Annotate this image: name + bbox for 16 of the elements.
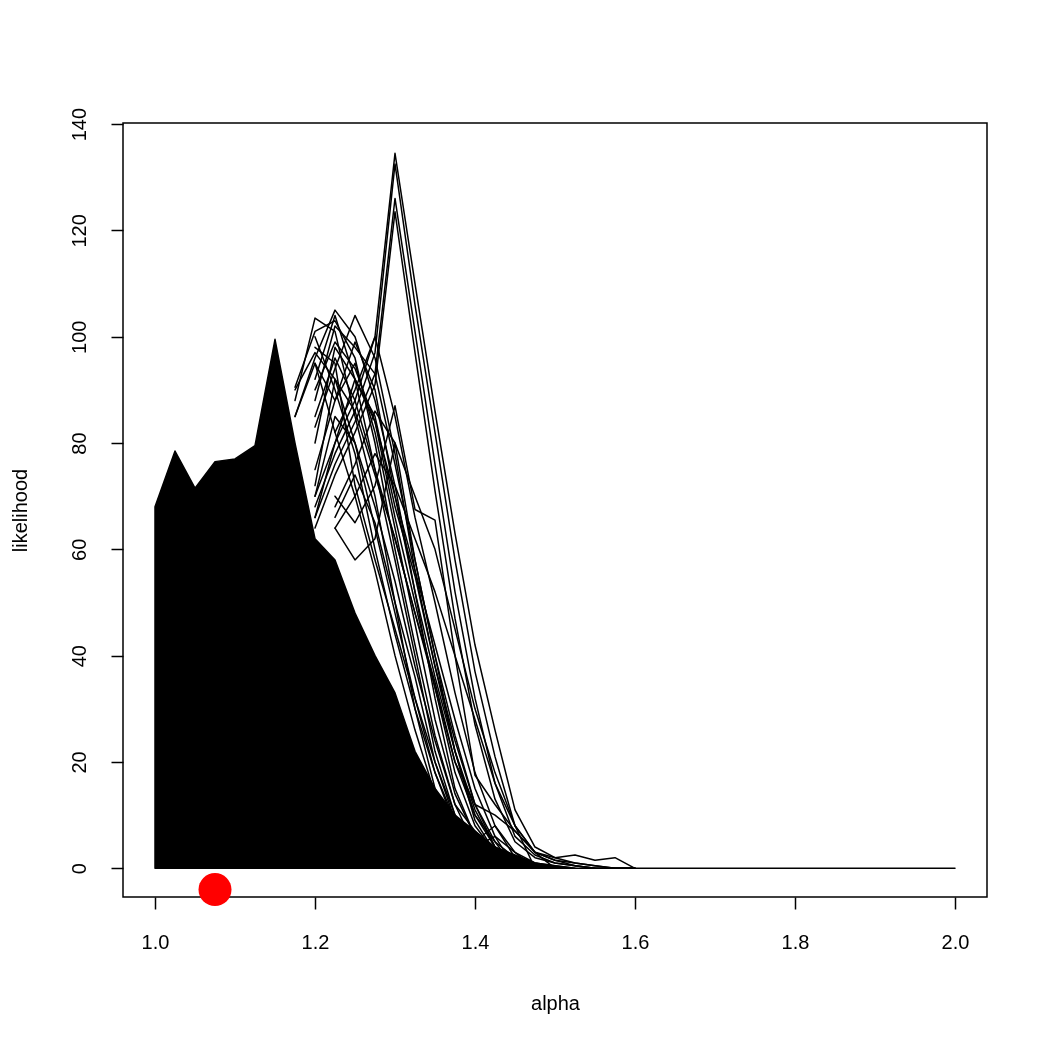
- y-tick-label: 40: [67, 645, 90, 668]
- x-tick-label: 1.8: [781, 930, 810, 953]
- x-tick-label: 1.6: [621, 930, 650, 953]
- x-tick-label: 1.0: [141, 930, 170, 953]
- x-axis-title: alpha: [531, 991, 581, 1014]
- x-tick-label: 1.2: [301, 930, 330, 953]
- y-tick-label: 100: [67, 320, 90, 354]
- y-tick-label: 80: [67, 432, 90, 455]
- y-axis-title: likelihood: [8, 468, 31, 553]
- y-tick-label: 60: [67, 538, 90, 561]
- y-tick-label: 0: [67, 863, 90, 875]
- y-tick-label: 120: [67, 214, 90, 248]
- x-tick-label: 1.4: [461, 930, 490, 953]
- y-tick-label: 140: [67, 107, 90, 142]
- y-tick-label: 20: [67, 751, 90, 774]
- x-tick-label: 2.0: [941, 930, 970, 953]
